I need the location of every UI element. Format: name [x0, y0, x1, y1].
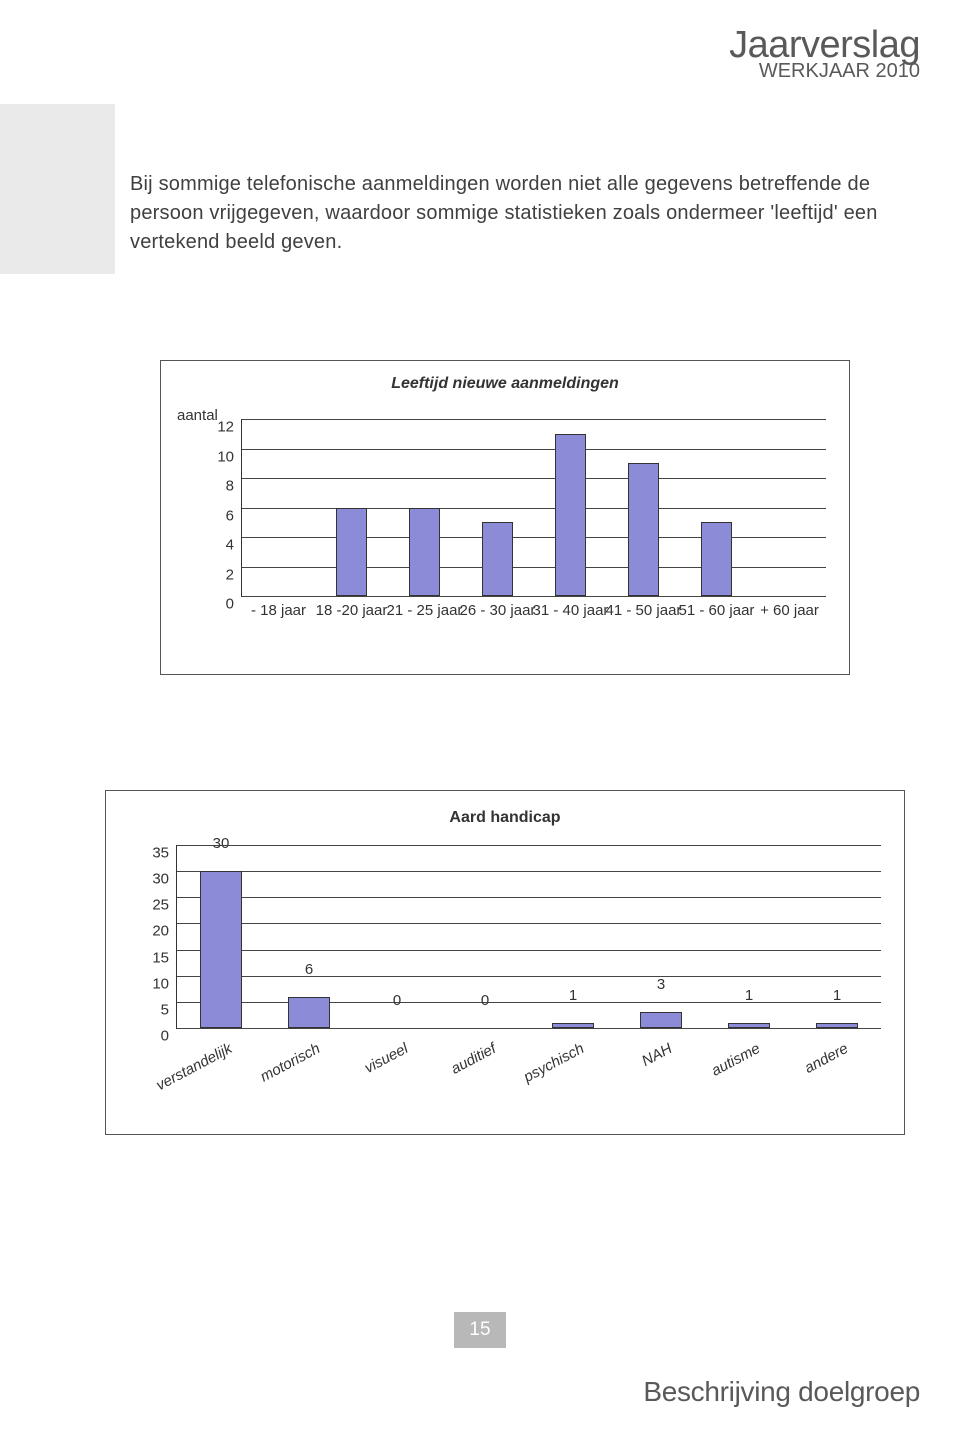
- chart2-value-label: 1: [569, 987, 577, 1004]
- chart2-ytick: 20: [152, 923, 169, 940]
- side-margin-tab: [0, 104, 115, 274]
- chart2-gridline: [177, 845, 881, 846]
- chart1-bar: [336, 508, 367, 597]
- chart1-xcat: 31 - 40 jaar: [531, 602, 611, 620]
- chart1-xcat: 41 - 50 jaar: [604, 602, 684, 620]
- chart2-bar: [200, 871, 242, 1028]
- chart2-value-label: 30: [213, 835, 230, 852]
- chart2-value-label: 0: [481, 992, 489, 1009]
- footer-section-label: Beschrijving doelgroep: [643, 1376, 920, 1408]
- chart1-xcat: + 60 jaar: [750, 602, 830, 620]
- chart2-ytick: 10: [152, 975, 169, 992]
- chart2-bar: [816, 1023, 858, 1028]
- chart1-gridline: [242, 478, 826, 479]
- chart2-gridline: [177, 871, 881, 872]
- chart2-value-label: 1: [833, 987, 841, 1004]
- report-title: Jaarverslag: [729, 26, 920, 64]
- chart2-gridline: [177, 976, 881, 977]
- chart2-xcat: andere: [802, 1040, 851, 1077]
- chart2-xcat: NAH: [639, 1040, 675, 1070]
- chart2-value-label: 0: [393, 992, 401, 1009]
- chart1-title: Leeftijd nieuwe aanmeldingen: [161, 375, 849, 393]
- chart2-xcat: visueel: [362, 1040, 411, 1077]
- chart2-value-label: 1: [745, 987, 753, 1004]
- chart-aard-handicap: Aard handicap 0510152025303530verstandel…: [105, 790, 905, 1135]
- chart2-xcat: auditief: [448, 1040, 499, 1078]
- chart1-y-axis-label: aantal: [177, 407, 218, 424]
- chart-leeftijd: Leeftijd nieuwe aanmeldingen aantal 0246…: [160, 360, 850, 675]
- chart1-gridline: [242, 596, 826, 597]
- chart2-ytick: 5: [161, 1001, 169, 1018]
- chart1-bar: [701, 522, 732, 596]
- chart1-xcat: 51 - 60 jaar: [677, 602, 757, 620]
- chart2-bar: [552, 1023, 594, 1028]
- chart1-xcat: 21 - 25 jaar: [385, 602, 465, 620]
- chart1-gridline: [242, 567, 826, 568]
- chart2-xcat: verstandelijk: [153, 1040, 235, 1094]
- body-paragraph: Bij sommige telefonische aanmeldingen wo…: [130, 170, 890, 257]
- chart1-bar: [555, 434, 586, 596]
- chart1-plot-area: 024681012- 18 jaar18 -20 jaar21 - 25 jaa…: [241, 419, 826, 597]
- chart2-ytick: 35: [152, 845, 169, 862]
- chart2-plot-area: 0510152025303530verstandelijk6motorisch0…: [176, 845, 881, 1029]
- chart2-gridline: [177, 897, 881, 898]
- chart2-gridline: [177, 950, 881, 951]
- chart2-bar: [640, 1012, 682, 1028]
- chart2-xcat: autisme: [709, 1040, 763, 1080]
- chart1-ytick: 8: [226, 478, 234, 495]
- chart2-value-label: 3: [657, 976, 665, 993]
- chart1-bar: [409, 508, 440, 597]
- chart2-bar: [288, 997, 330, 1028]
- chart2-value-label: 6: [305, 961, 313, 978]
- chart1-gridline: [242, 449, 826, 450]
- chart1-gridline: [242, 419, 826, 420]
- chart1-bar: [482, 522, 513, 596]
- chart1-ytick: 0: [226, 596, 234, 613]
- report-header: Jaarverslag WERKJAAR 2010: [729, 26, 920, 83]
- chart2-ytick: 30: [152, 871, 169, 888]
- chart2-xcat: motorisch: [258, 1040, 323, 1086]
- chart1-ytick: 2: [226, 566, 234, 583]
- chart1-gridline: [242, 537, 826, 538]
- chart2-gridline: [177, 1028, 881, 1029]
- chart2-bar: [728, 1023, 770, 1028]
- chart1-xcat: 26 - 30 jaar: [458, 602, 538, 620]
- chart1-gridline: [242, 508, 826, 509]
- chart1-ytick: 12: [217, 419, 234, 436]
- chart1-ytick: 4: [226, 537, 234, 554]
- chart1-xcat: - 18 jaar: [239, 602, 319, 620]
- chart1-bar: [628, 463, 659, 596]
- chart2-gridline: [177, 1002, 881, 1003]
- chart1-xcat: 18 -20 jaar: [312, 602, 392, 620]
- chart2-ytick: 15: [152, 949, 169, 966]
- page-number: 15: [454, 1312, 506, 1348]
- chart1-ytick: 10: [217, 448, 234, 465]
- chart2-xcat: psychisch: [521, 1040, 587, 1086]
- chart2-gridline: [177, 923, 881, 924]
- chart2-ytick: 25: [152, 897, 169, 914]
- chart2-ytick: 0: [161, 1028, 169, 1045]
- chart2-title: Aard handicap: [106, 809, 904, 827]
- chart1-ytick: 6: [226, 507, 234, 524]
